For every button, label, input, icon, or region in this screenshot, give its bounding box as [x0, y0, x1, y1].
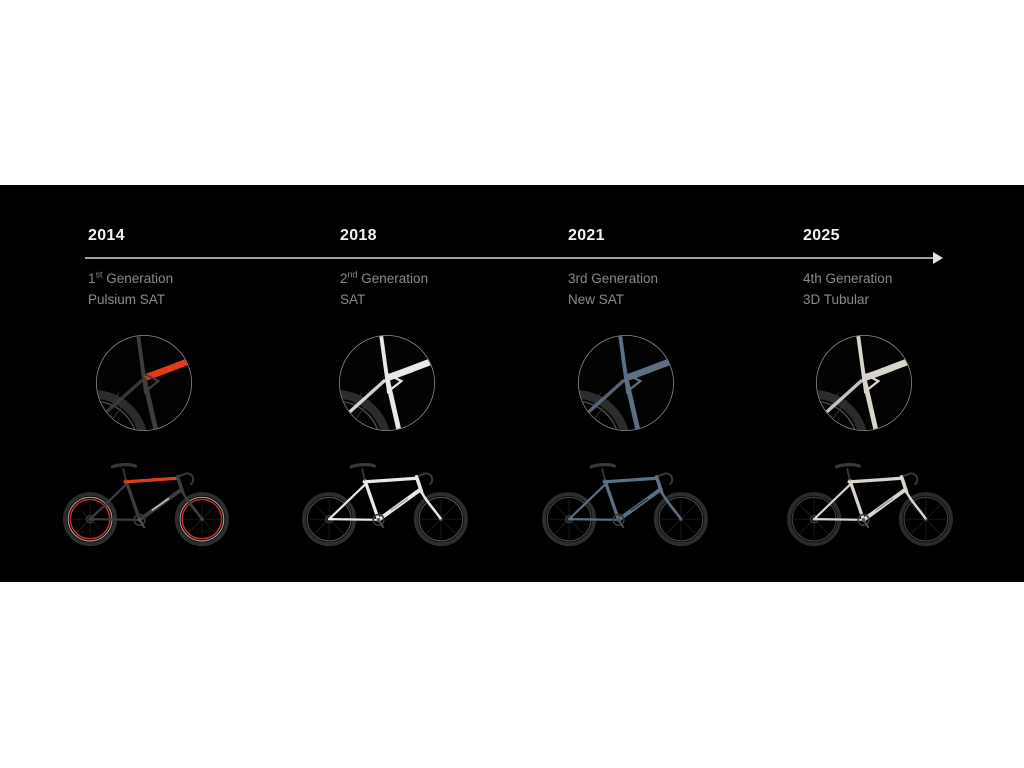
generation-column: 2021 3rd Generation New SAT [542, 185, 808, 582]
generation-word: Generation [821, 271, 893, 286]
generation-label: 4th Generation 3D Tubular [803, 268, 892, 310]
generation-column: 2018 2nd Generation SAT [302, 185, 580, 582]
model-label: New SAT [568, 292, 625, 307]
bike-graphic [542, 462, 708, 547]
frame-detail-photo [94, 333, 194, 433]
frame-detail-photo [814, 333, 914, 433]
generation-label: 1st Generation Pulsium SAT [88, 268, 173, 310]
timeline-slide: 2014 1st Generation Pulsium SAT [0, 185, 1024, 582]
bike-photo [299, 453, 471, 548]
frame-detail-graphic [816, 335, 912, 431]
bike-photo [539, 453, 711, 548]
bike-graphic [302, 462, 468, 547]
ordinal-text: 4th [803, 271, 822, 286]
ordinal-text: 1 [88, 271, 96, 286]
generation-label: 3rd Generation New SAT [568, 268, 658, 310]
generation-line: 4th Generation [803, 268, 892, 289]
generation-word: Generation [587, 271, 659, 286]
frame-detail-photo [337, 333, 437, 433]
ordinal-suffix: st [95, 269, 103, 280]
bike-graphic [787, 462, 953, 547]
bike-photo [784, 453, 956, 548]
generation-column: 2014 1st Generation Pulsium SAT [63, 185, 328, 582]
bike-photo [60, 453, 232, 548]
year-label: 2014 [88, 227, 125, 244]
year-label: 2021 [568, 227, 605, 244]
frame-detail-photo [576, 333, 676, 433]
year-label: 2018 [340, 227, 377, 244]
ordinal-suffix: nd [347, 269, 358, 280]
frame-detail-graphic [578, 335, 674, 431]
generation-line: 1st Generation [88, 268, 173, 289]
ordinal-text: 3rd [568, 271, 588, 286]
model-label: 3D Tubular [803, 292, 870, 307]
generation-label: 2nd Generation SAT [340, 268, 428, 310]
bike-graphic [63, 462, 229, 547]
year-label: 2025 [803, 227, 840, 244]
arrowhead-icon [933, 252, 943, 264]
timeline-axis [85, 257, 934, 259]
frame-detail-graphic [339, 335, 435, 431]
frame-detail-graphic [96, 335, 192, 431]
generation-line: 3rd Generation [568, 268, 658, 289]
ordinal-text: 2 [340, 271, 348, 286]
generation-word: Generation [357, 271, 429, 286]
generation-column: 2025 4th Generation 3D Tubular [787, 185, 1024, 582]
model-label: Pulsium SAT [88, 292, 166, 307]
generation-line: 2nd Generation [340, 268, 428, 289]
generation-word: Generation [102, 271, 174, 286]
model-label: SAT [340, 292, 366, 307]
